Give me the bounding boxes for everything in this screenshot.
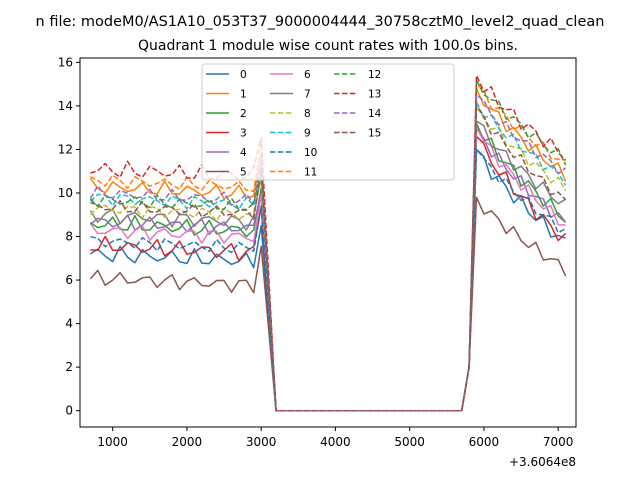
x-offset-label: +3.6064e8: [509, 455, 576, 469]
legend-label-12: 12: [368, 69, 381, 81]
legend-label-2: 2: [240, 108, 247, 120]
y-tick-label: 0: [65, 404, 73, 418]
series-line-15: [90, 105, 567, 412]
x-tick-label: 7000: [543, 435, 574, 449]
y-tick-label: 8: [65, 230, 73, 244]
figure-suptitle: n file: modeM0/AS1A10_053T37_9000004444_…: [36, 14, 605, 30]
legend-label-6: 6: [304, 69, 311, 81]
legend-label-4: 4: [240, 147, 247, 159]
y-tick-label: 4: [65, 317, 73, 331]
chart-title: Quadrant 1 module wise count rates with …: [138, 38, 518, 54]
legend-frame: [201, 63, 455, 181]
x-tick-label: 6000: [469, 435, 500, 449]
legend-label-14: 14: [368, 108, 382, 120]
series-line-0: [90, 148, 566, 412]
legend-label-1: 1: [240, 89, 247, 101]
legend-label-8: 8: [304, 108, 311, 120]
legend-label-15: 15: [368, 128, 381, 140]
legend-label-11: 11: [304, 167, 317, 179]
x-tick-label: 1000: [97, 435, 128, 449]
legend-label-13: 13: [368, 89, 381, 101]
legend-label-10: 10: [304, 147, 317, 159]
y-tick-label: 14: [58, 99, 73, 113]
series-line-13: [90, 74, 567, 412]
x-tick-label: 3000: [246, 435, 277, 449]
legend-label-7: 7: [304, 89, 311, 101]
y-tick-label: 10: [58, 186, 73, 200]
legend-label-5: 5: [240, 167, 247, 179]
series-line-11: [90, 83, 566, 412]
y-tick-label: 16: [58, 55, 73, 69]
x-tick-label: 4000: [320, 435, 351, 449]
legend-label-3: 3: [240, 128, 247, 140]
y-tick-label: 12: [58, 142, 73, 156]
x-tick-label: 5000: [394, 435, 425, 449]
legend-label-0: 0: [240, 69, 247, 81]
y-tick-label: 6: [65, 273, 73, 287]
x-tick-label: 2000: [172, 435, 203, 449]
plot-lines: [89, 74, 567, 412]
y-tick-label: 2: [65, 360, 73, 374]
legend-label-9: 9: [304, 128, 311, 140]
axes-ticks: 1000 2000 3000 4000 5000 6000 7000024681012141…: [58, 55, 574, 449]
series-line-10: [90, 148, 566, 412]
axes-frame: [79, 57, 577, 428]
